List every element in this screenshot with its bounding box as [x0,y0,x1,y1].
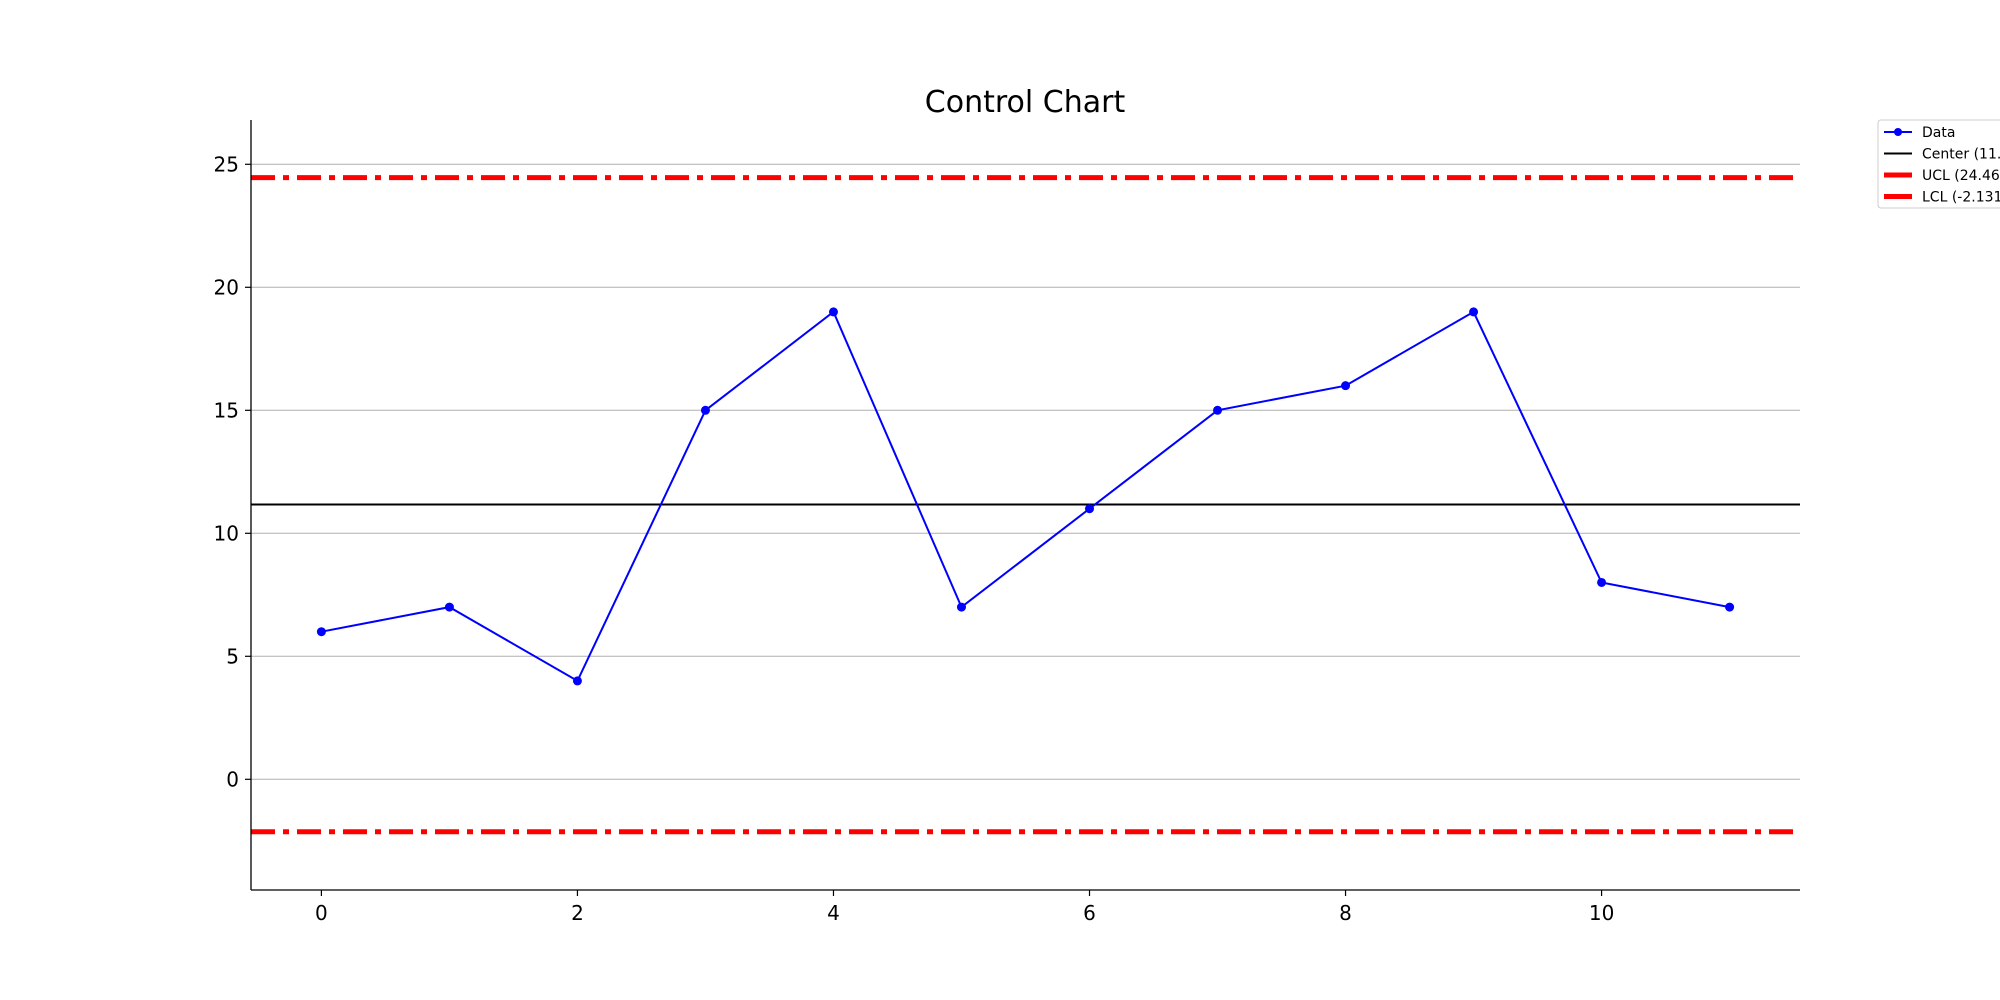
x-tick-label: 10 [1589,901,1614,925]
x-tick-label: 2 [571,901,584,925]
x-tick-label: 4 [827,901,840,925]
y-tick-label: 5 [226,644,239,668]
legend-entry-label: Center (11. [1922,147,2000,163]
y-tick-label: 15 [214,398,239,422]
data-point [828,307,838,317]
legend-entry-label: Data [1922,125,1955,141]
axes: 0 5 10 15 20 25 0 2 4 6 8 10 [214,120,1800,925]
y-tick-label: 20 [214,275,239,299]
y-tick-label: 10 [214,521,239,545]
series-line [321,310,1730,683]
reference-lines [251,175,1800,835]
data-point [572,676,582,686]
legend-box [1877,119,2000,209]
data-point [1341,381,1351,391]
grid-lines [251,163,1800,780]
x-tick-label: 6 [1083,901,1096,925]
data-series [316,307,1735,686]
data-point [956,602,966,612]
legend-entry-label: LCL (-2.131 [1922,190,2000,206]
data-point [1469,307,1479,317]
data-point [444,602,454,612]
legend-entry-label: UCL (24.46 [1922,168,2000,184]
legend: Data Center (11. UCL (24.46 LCL (-2.131 [1877,119,2000,209]
y-tick-label: 0 [226,767,239,791]
x-tick-label: 8 [1339,901,1352,925]
data-point [1213,405,1223,415]
x-tick-label: 0 [315,901,328,925]
data-point [700,405,710,415]
data-point [1725,602,1735,612]
legend-marker [1894,128,1902,136]
y-tick-label: 25 [214,152,239,176]
data-point [1597,577,1607,587]
data-point [1085,504,1095,514]
data-point [316,627,326,637]
chart-title: Control Chart [925,85,1126,120]
